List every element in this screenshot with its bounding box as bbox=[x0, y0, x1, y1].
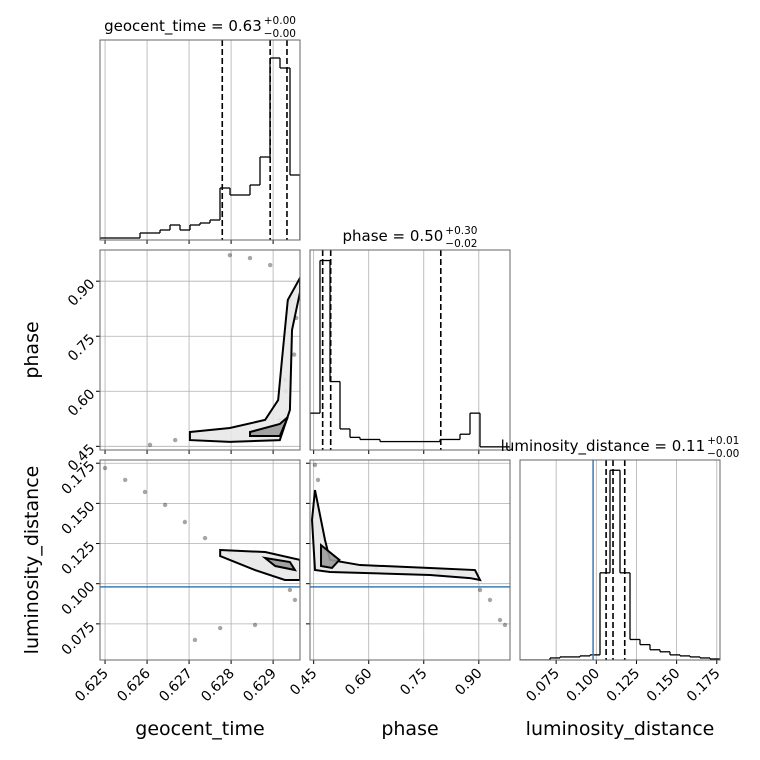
panel: 0.075 0.100 0.125 0.150 0.175 luminosity_dist… bbox=[501, 435, 740, 740]
panel-frame bbox=[519, 459, 721, 661]
x-tick-label: 0.175 bbox=[684, 666, 724, 706]
x-tick-label: 0.75 bbox=[397, 666, 430, 699]
y-tick-label: 0.75 bbox=[65, 331, 98, 364]
contour bbox=[188, 275, 300, 443]
sample-point bbox=[147, 442, 153, 448]
y-tick-label: 0.075 bbox=[59, 619, 99, 659]
x-tick-label: 0.629 bbox=[240, 666, 280, 706]
y-tick-label: 0.90 bbox=[65, 276, 98, 309]
title-lower: −0.00 bbox=[264, 28, 296, 40]
x-tick-label: 0.45 bbox=[287, 666, 320, 699]
sample-point bbox=[123, 477, 128, 483]
sample-point bbox=[292, 597, 298, 603]
panel-frame bbox=[99, 39, 301, 241]
x-axis-label: phase bbox=[381, 718, 438, 740]
panel: geocent_time = 0.63 +0.00−0.00 bbox=[99, 15, 301, 244]
sample-point bbox=[217, 625, 223, 631]
x-tick-label: 0.100 bbox=[563, 666, 603, 706]
y-tick-label: 0.60 bbox=[65, 386, 98, 419]
sample-point bbox=[102, 465, 108, 471]
sample-point bbox=[202, 535, 208, 541]
y-tick-label: 0.100 bbox=[59, 579, 99, 619]
sample-point bbox=[267, 262, 273, 268]
sample-point bbox=[502, 622, 508, 628]
sample-point bbox=[173, 437, 178, 443]
sample-point bbox=[291, 352, 297, 357]
panel-frame bbox=[99, 459, 301, 661]
contour bbox=[249, 416, 289, 438]
title-lower: −0.00 bbox=[707, 448, 739, 460]
y-tick-label: 0.150 bbox=[59, 498, 99, 538]
plot-area bbox=[100, 465, 300, 643]
plot-area bbox=[100, 40, 300, 240]
contour bbox=[219, 548, 300, 581]
x-axis-label: luminosity_distance bbox=[526, 718, 715, 740]
title-lower: −0.02 bbox=[445, 238, 477, 250]
sample-point bbox=[497, 617, 503, 623]
y-tick-label: 0.125 bbox=[59, 539, 99, 579]
title-upper: +0.00 bbox=[264, 15, 296, 27]
x-tick-label: 0.150 bbox=[644, 666, 684, 706]
sample-point bbox=[487, 597, 493, 603]
title-upper: +0.30 bbox=[445, 225, 477, 237]
sample-point bbox=[247, 255, 253, 261]
sample-point bbox=[192, 637, 198, 643]
plot-area bbox=[147, 252, 300, 448]
panel-title: geocent_time = 0.63 bbox=[104, 17, 262, 36]
title-upper: +0.01 bbox=[707, 435, 739, 447]
y-axis-label: luminosity_distance bbox=[21, 466, 43, 655]
panel: 0.45 0.60 0.75 0.90 phase bbox=[287, 459, 511, 740]
plot-area bbox=[520, 460, 720, 660]
panel-title: luminosity_distance = 0.11 bbox=[501, 437, 705, 456]
sample-point bbox=[227, 252, 233, 258]
contour bbox=[320, 543, 341, 570]
panel-title: phase = 0.50 bbox=[343, 227, 444, 245]
x-tick-label: 0.125 bbox=[604, 666, 644, 706]
x-tick-label: 0.075 bbox=[523, 666, 563, 706]
panel-frame bbox=[99, 249, 301, 451]
sample-point bbox=[477, 587, 483, 593]
plot-area bbox=[310, 462, 510, 628]
sample-point bbox=[162, 502, 168, 508]
x-tick-label: 0.625 bbox=[72, 666, 112, 706]
y-axis-label: phase bbox=[21, 321, 43, 378]
sample-point bbox=[312, 462, 318, 468]
x-tick-label: 0.626 bbox=[114, 665, 154, 705]
panel-frame bbox=[309, 249, 511, 451]
sample-point bbox=[182, 519, 188, 525]
plot-area bbox=[310, 250, 510, 450]
x-tick-label: 0.90 bbox=[452, 666, 485, 699]
sample-point bbox=[287, 587, 293, 593]
x-tick-label: 0.628 bbox=[198, 666, 238, 706]
panel-frame bbox=[309, 459, 511, 661]
sample-point bbox=[315, 477, 321, 483]
sample-point bbox=[142, 489, 148, 495]
panel: 0.625 0.626 0.627 0.628 0.629 0.0750.1000.125… bbox=[21, 458, 301, 740]
contour bbox=[261, 556, 298, 572]
x-tick-label: 0.60 bbox=[342, 666, 375, 699]
x-tick-label: 0.627 bbox=[156, 666, 196, 706]
sample-point bbox=[252, 622, 258, 628]
x-axis-label: geocent_time bbox=[135, 718, 264, 740]
panel: phase = 0.50 +0.30−0.02 bbox=[309, 225, 511, 454]
